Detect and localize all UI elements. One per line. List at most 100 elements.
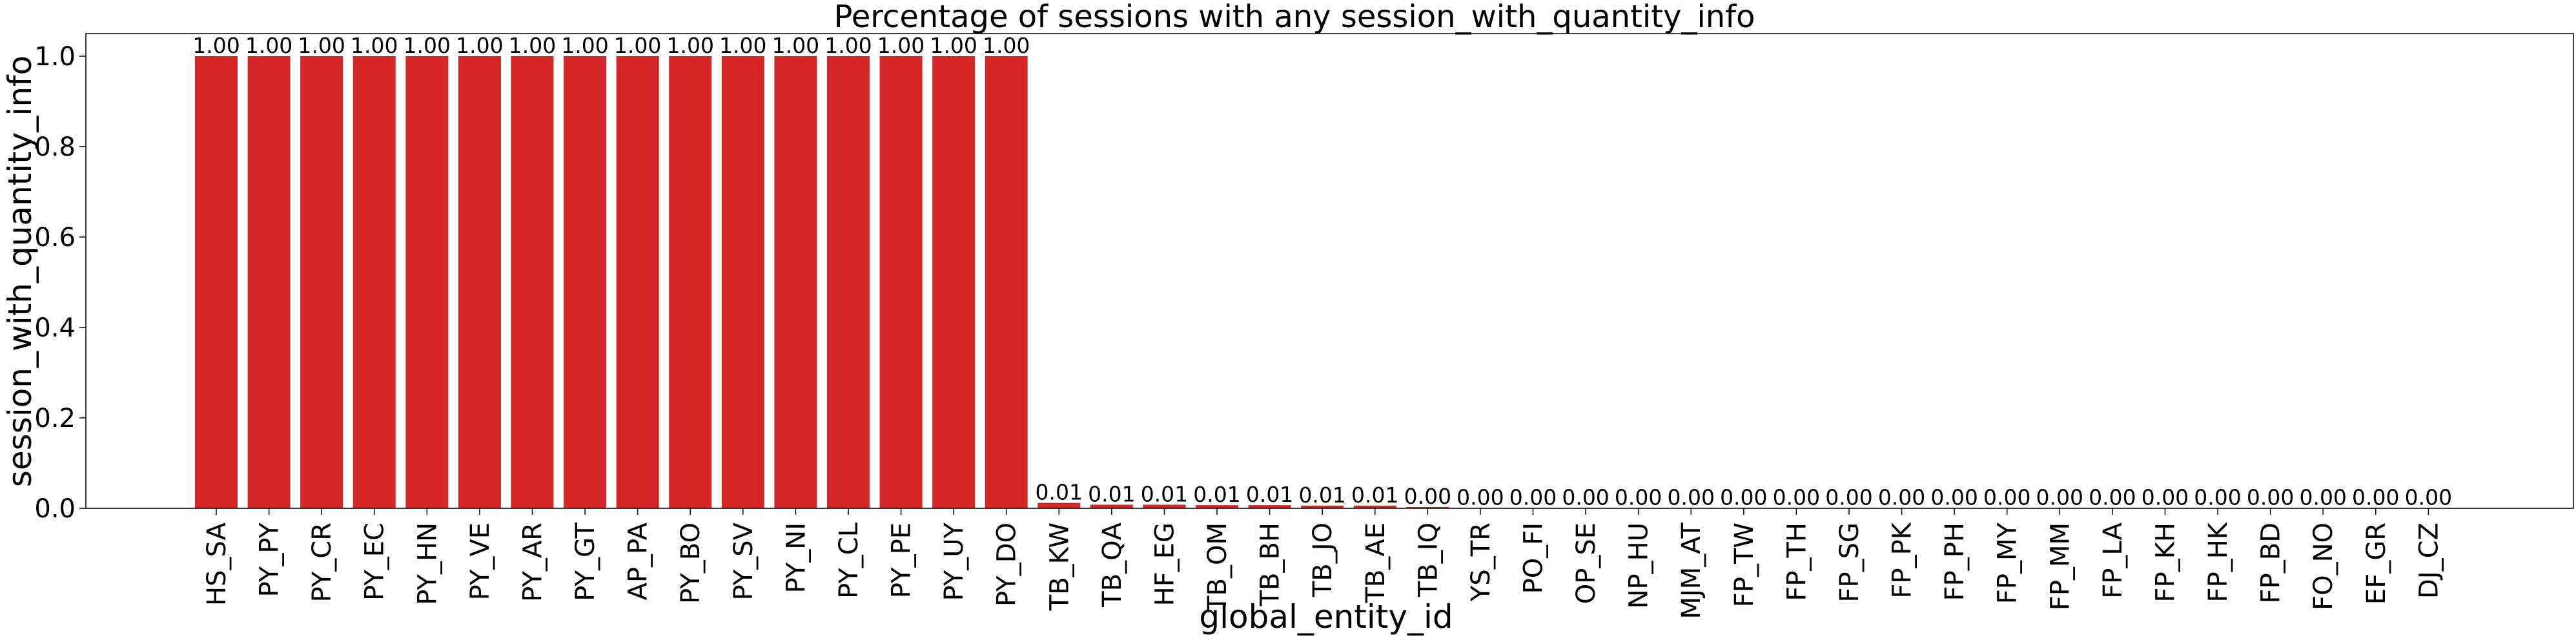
bars (195, 56, 2450, 508)
x-tick-label: PY_AR (518, 523, 547, 602)
bar-value-label: 0.01 (1351, 482, 1398, 508)
x-tick-label: PY_CR (307, 523, 337, 602)
x-tick-label: PY_PE (887, 523, 917, 598)
bar-value-label: 0.01 (1298, 482, 1345, 508)
bar-value-label: 0.00 (1773, 484, 1820, 510)
bar-value-label: 0.00 (1878, 484, 1925, 510)
x-tick-label: YS_TR (1466, 523, 1496, 602)
bar-tb-jo (1301, 505, 1344, 508)
bar-value-label: 0.00 (2299, 484, 2346, 510)
x-tick-label: HF_EG (1150, 523, 1180, 606)
bar-py-cr (300, 56, 343, 508)
bar-value-label: 0.00 (1930, 484, 1978, 510)
x-tick-label: PY_UY (939, 522, 969, 601)
bar-value-label: 0.00 (2036, 484, 2083, 510)
plot-frame (85, 33, 2574, 509)
bar-value-label: 0.00 (1457, 484, 1504, 510)
bar-value-label: 1.00 (245, 33, 292, 58)
bar-ap-pa (616, 56, 659, 508)
bar-value-label: 0.00 (1983, 484, 2030, 510)
bar-value-label: 0.01 (1246, 482, 1293, 507)
bar-tb-ae (1353, 505, 1396, 508)
bar-tb-qa (1090, 504, 1133, 508)
x-tick-label: FP_MY (1993, 522, 2023, 604)
x-tick-label: DJ_CZ (2414, 523, 2444, 599)
bar-value-label: 0.00 (1509, 484, 1557, 510)
x-tick-label: FP_LA (2098, 522, 2128, 598)
bar-value-label: 1.00 (614, 33, 661, 58)
bar-value-label: 1.00 (351, 33, 398, 58)
x-tick-label: HS_SA (202, 522, 232, 606)
x-tick-label: AP_PA (624, 522, 653, 600)
y-axis: 0.0 0.2 0.4 0.6 0.8 1.0 (34, 42, 86, 524)
y-tick-label: 0.2 (34, 404, 76, 433)
x-tick-label: PY_NI (781, 523, 811, 593)
bar-value-labels: 1.00 1.00 1.00 1.00 1.00 1.00 1.00 1.00 1.00 1.00… (192, 33, 2452, 510)
x-tick-label: FP_BD (2256, 523, 2286, 603)
bar-hs-sa (195, 56, 238, 508)
bar-value-label: 0.00 (2089, 484, 2136, 510)
x-tick-label: FP_TW (1730, 523, 1759, 607)
bar-value-label: 0.00 (1404, 484, 1451, 509)
x-tick-label: FP_PK (1888, 521, 1917, 598)
x-tick-label: MJM_AT (1677, 522, 1706, 619)
bar-value-label: 1.00 (666, 33, 713, 58)
bar-value-label: 0.01 (1088, 481, 1135, 506)
bar-value-label: 0.00 (1615, 484, 1662, 510)
bar-value-label: 1.00 (877, 33, 925, 58)
bar-value-label: 1.00 (404, 33, 451, 58)
bar-py-bo (669, 56, 712, 508)
bar-value-label: 0.01 (1141, 481, 1188, 506)
y-tick-label: 1.0 (34, 42, 76, 72)
x-tick-label: PY_SV (729, 522, 759, 600)
bar-py-cl (826, 56, 870, 508)
x-tick-label: PY_PY (255, 522, 285, 597)
x-tick-label: NP_HU (1624, 523, 1654, 608)
bar-value-label: 1.00 (719, 33, 766, 58)
x-tick-label: TB_QA (1098, 522, 1127, 607)
bar-value-label: 0.00 (1720, 484, 1767, 510)
bar-value-label: 1.00 (983, 33, 1030, 58)
x-tick-label: TB_JO (1308, 523, 1338, 597)
x-tick-label: PO_FI (1519, 523, 1549, 594)
bar-value-label: 0.00 (2194, 484, 2241, 510)
bar-py-do (985, 56, 1028, 508)
bar-tb-bh (1248, 505, 1291, 508)
bar-py-ec (353, 56, 396, 508)
bar-py-py (247, 56, 291, 508)
x-tick-label: TB_BH (1256, 523, 1285, 606)
x-tick-label: FP_PH (1940, 523, 1970, 601)
bar-value-label: 1.00 (298, 33, 345, 58)
bar-value-label: 0.01 (1193, 482, 1240, 507)
x-tick-label: OP_SE (1571, 523, 1601, 604)
bar-value-label: 0.00 (2247, 484, 2294, 510)
x-tick-label: FP_HK (2203, 521, 2233, 602)
bar-py-gt (564, 56, 607, 508)
x-tick-label: FP_KH (2151, 523, 2180, 602)
bar-value-label: 1.00 (772, 33, 819, 58)
bar-tb-kw (1038, 502, 1081, 508)
x-axis-label: global_entity_id (1199, 598, 1453, 636)
x-tick-label: TB_OM (1203, 523, 1232, 612)
y-tick-label: 0.0 (34, 494, 76, 524)
x-tick-label: TB_IQ (1413, 523, 1443, 597)
bar-py-pe (879, 56, 923, 508)
x-tick-label: TB_KW (1045, 523, 1074, 611)
bar-value-label: 0.00 (1825, 484, 1872, 510)
bar-value-label: 0.00 (1562, 484, 1609, 510)
x-tick-label: PY_VE (465, 523, 495, 600)
y-tick-label: 0.4 (34, 313, 76, 343)
x-tick-label: FP_MM (2045, 523, 2075, 610)
x-tick-label: FP_TH (1782, 523, 1812, 601)
bar-hf-eg (1143, 504, 1186, 508)
x-tick-label: PY_EC (360, 523, 390, 601)
bar-py-sv (721, 56, 764, 508)
bar-value-label: 0.00 (2142, 484, 2189, 510)
bar-py-ar (511, 56, 554, 508)
y-tick-label: 0.6 (34, 223, 76, 253)
bar-tb-om (1196, 505, 1239, 508)
bar-value-label: 1.00 (561, 33, 608, 58)
chart-title: Percentage of sessions with any session_… (834, 0, 1755, 35)
